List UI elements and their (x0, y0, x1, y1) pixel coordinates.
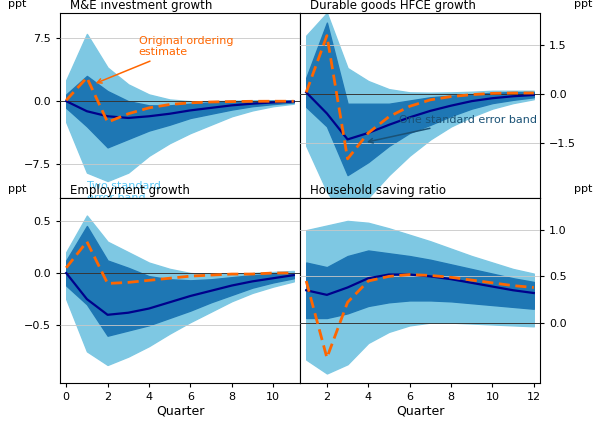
Text: ppt: ppt (8, 0, 26, 9)
X-axis label: Quarter: Quarter (156, 405, 204, 418)
Text: M&E investment growth: M&E investment growth (70, 0, 212, 12)
Text: ppt: ppt (574, 0, 592, 9)
X-axis label: Quarter: Quarter (396, 405, 444, 418)
Text: Employment growth: Employment growth (70, 184, 190, 197)
Text: Household saving ratio: Household saving ratio (310, 184, 446, 197)
Text: Original ordering
estimate: Original ordering estimate (97, 36, 233, 83)
Text: Two standard
error band: Two standard error band (87, 181, 161, 203)
Text: ppt: ppt (8, 184, 26, 194)
Text: ppt: ppt (574, 184, 592, 194)
Text: Durable goods HFCE growth: Durable goods HFCE growth (310, 0, 475, 12)
Text: One standard error band: One standard error band (368, 115, 538, 143)
